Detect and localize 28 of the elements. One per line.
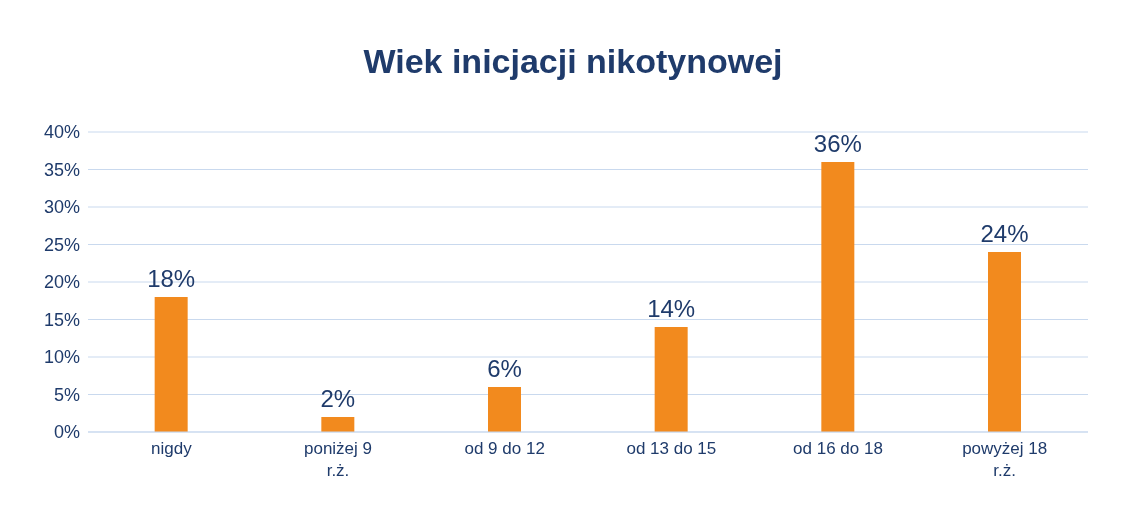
x-tick-label: poniżej 9 r.ż. <box>303 439 373 480</box>
y-tick-label: 0% <box>53 422 80 443</box>
data-label: 18% <box>147 265 196 292</box>
y-tick-label: 20% <box>43 272 80 293</box>
chart-title: Wiek inicjacji nikotynowej <box>362 41 784 82</box>
bar <box>154 297 188 432</box>
bar <box>488 387 521 432</box>
bar <box>821 162 855 432</box>
y-tick-label: 35% <box>43 159 80 180</box>
y-tick-label: 40% <box>43 122 80 143</box>
x-tick-label: nigdy <box>151 439 193 458</box>
x-tick-label: od 13 do 15 <box>626 439 717 458</box>
bar <box>321 417 355 432</box>
x-tick-label: od 16 do 18 <box>793 439 883 458</box>
data-label: 36% <box>813 130 862 157</box>
data-label: 24% <box>980 220 1029 247</box>
y-tick-label: 30% <box>43 197 80 218</box>
bar <box>654 327 688 432</box>
data-label: 6% <box>487 355 522 382</box>
y-tick-label: 25% <box>43 234 80 255</box>
y-tick-label: 15% <box>43 309 80 330</box>
x-tick-label: od 9 do 12 <box>464 439 545 458</box>
y-tick-label: 5% <box>53 384 80 405</box>
y-tick-label: 10% <box>43 347 80 368</box>
data-label: 14% <box>647 295 696 322</box>
x-tick-label: powyżej 18 r.ż. <box>962 439 1048 480</box>
data-label: 2% <box>320 385 356 412</box>
bar <box>988 252 1021 432</box>
